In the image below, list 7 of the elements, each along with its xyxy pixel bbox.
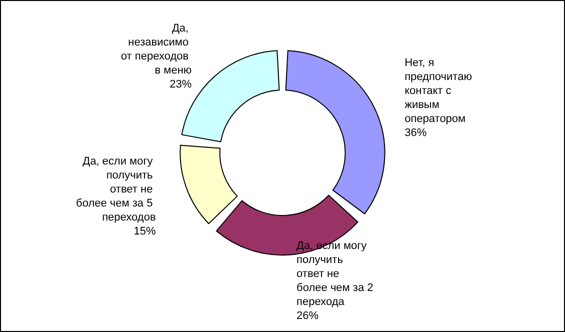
slice-label: Да, независимо от переходов в меню [120, 22, 192, 77]
data-label: 23% [170, 78, 192, 91]
data-label: 26% [296, 310, 319, 322]
slice-label: Да, если могу получить ответ не более чем за 5 переходов [76, 155, 156, 224]
data-label: 15% [134, 225, 156, 238]
slice-label: Нет, я предпочитаю контакт с живым оператором [404, 57, 476, 126]
data-label: 36% [404, 127, 427, 140]
